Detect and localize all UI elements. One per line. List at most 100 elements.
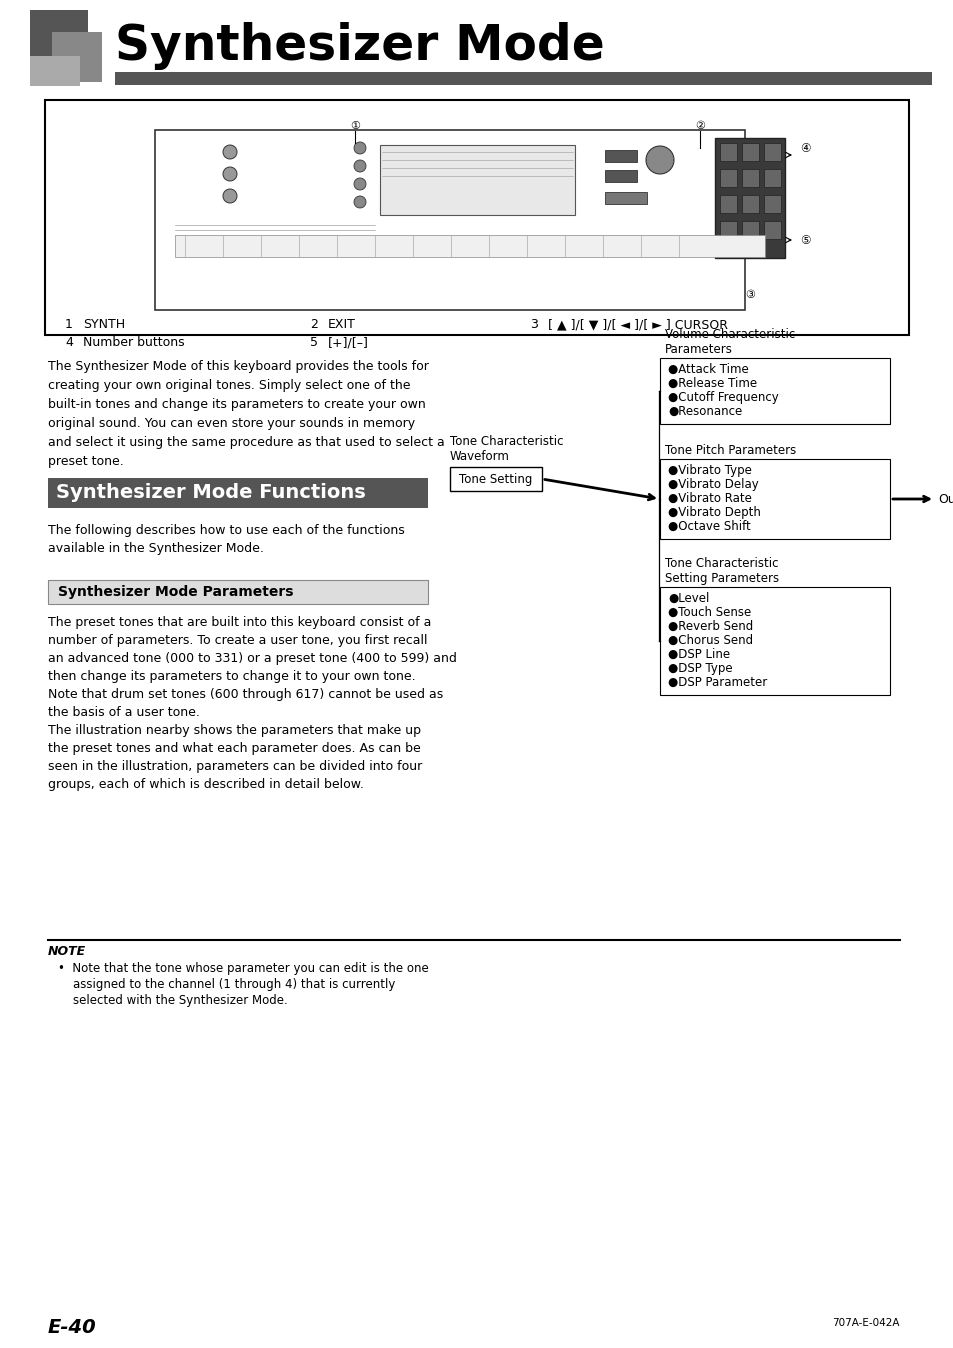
- Text: seen in the illustration, parameters can be divided into four: seen in the illustration, parameters can…: [48, 760, 422, 772]
- Text: Synthesizer Mode: Synthesizer Mode: [115, 22, 604, 70]
- Text: an advanced tone (000 to 331) or a preset tone (400 to 599) and: an advanced tone (000 to 331) or a prese…: [48, 652, 456, 665]
- Bar: [154, 129, 744, 310]
- Text: 5: 5: [310, 336, 317, 349]
- Text: ●Reverb Send: ●Reverb Send: [667, 620, 753, 634]
- Text: The Synthesizer Mode of this keyboard provides the tools for: The Synthesizer Mode of this keyboard pr…: [48, 360, 429, 373]
- Text: ④: ④: [800, 142, 810, 155]
- Text: 3: 3: [530, 318, 537, 332]
- Bar: [741, 168, 759, 187]
- Text: ②: ②: [695, 121, 704, 131]
- Text: ●Resonance: ●Resonance: [667, 404, 741, 418]
- Bar: [720, 168, 737, 187]
- Text: SYNTH: SYNTH: [83, 318, 125, 332]
- Bar: [30, 9, 88, 67]
- Text: ●Vibrato Delay: ●Vibrato Delay: [667, 479, 758, 491]
- Text: selected with the Synthesizer Mode.: selected with the Synthesizer Mode.: [58, 993, 288, 1007]
- Text: ●Level: ●Level: [667, 592, 709, 605]
- Text: ●Octave Shift: ●Octave Shift: [667, 520, 750, 532]
- Text: ●Cutoff Frequency: ●Cutoff Frequency: [667, 391, 778, 404]
- Circle shape: [354, 142, 366, 154]
- Bar: [763, 221, 781, 239]
- Text: 707A-E-042A: 707A-E-042A: [832, 1318, 899, 1328]
- Text: ●Vibrato Rate: ●Vibrato Rate: [667, 492, 751, 506]
- Text: ●Vibrato Type: ●Vibrato Type: [667, 464, 751, 477]
- Text: the basis of a user tone.: the basis of a user tone.: [48, 706, 200, 718]
- Text: [ ▲ ]/[ ▼ ]/[ ◄ ]/[ ► ] CURSOR: [ ▲ ]/[ ▼ ]/[ ◄ ]/[ ► ] CURSOR: [547, 318, 727, 332]
- Text: Synthesizer Mode Parameters: Synthesizer Mode Parameters: [58, 585, 294, 599]
- Bar: [720, 221, 737, 239]
- Text: ①: ①: [350, 121, 359, 131]
- Bar: [720, 195, 737, 213]
- Text: and select it using the same procedure as that used to select a: and select it using the same procedure a…: [48, 435, 444, 449]
- Text: Tone Setting: Tone Setting: [458, 473, 532, 485]
- Bar: [763, 143, 781, 160]
- Text: NOTE: NOTE: [48, 945, 86, 958]
- Circle shape: [354, 195, 366, 208]
- Text: ●Release Time: ●Release Time: [667, 377, 757, 390]
- Bar: [379, 146, 575, 214]
- Text: Number buttons: Number buttons: [83, 336, 185, 349]
- Text: Tone Pitch Parameters: Tone Pitch Parameters: [664, 443, 796, 457]
- Bar: [115, 71, 931, 85]
- Text: Synthesizer Mode Functions: Synthesizer Mode Functions: [56, 484, 365, 503]
- Circle shape: [354, 160, 366, 173]
- Bar: [88, 9, 102, 32]
- Text: ●Chorus Send: ●Chorus Send: [667, 634, 752, 647]
- Text: The preset tones that are built into this keyboard consist of a: The preset tones that are built into thi…: [48, 616, 431, 630]
- Text: ③: ③: [744, 290, 754, 301]
- Bar: [48, 479, 428, 508]
- Bar: [30, 57, 80, 86]
- Text: built-in tones and change its parameters to create your own: built-in tones and change its parameters…: [48, 398, 425, 411]
- Bar: [659, 359, 889, 425]
- Bar: [45, 100, 908, 336]
- Circle shape: [645, 146, 673, 174]
- Text: ●Attack Time: ●Attack Time: [667, 363, 748, 376]
- Text: ⑤: ⑤: [800, 233, 810, 247]
- Text: Tone Characteristic
Setting Parameters: Tone Characteristic Setting Parameters: [664, 557, 779, 585]
- Text: Note that drum set tones (600 through 617) cannot be used as: Note that drum set tones (600 through 61…: [48, 687, 443, 701]
- Text: ●DSP Type: ●DSP Type: [667, 662, 732, 675]
- Bar: [52, 32, 102, 82]
- Bar: [763, 195, 781, 213]
- Bar: [604, 170, 637, 182]
- Text: assigned to the channel (1 through 4) that is currently: assigned to the channel (1 through 4) th…: [58, 979, 395, 991]
- Bar: [741, 221, 759, 239]
- Text: E-40: E-40: [48, 1318, 96, 1337]
- Circle shape: [354, 178, 366, 190]
- Circle shape: [223, 189, 236, 204]
- Bar: [741, 195, 759, 213]
- Bar: [659, 460, 889, 539]
- Text: 2: 2: [310, 318, 317, 332]
- Text: The following describes how to use each of the functions: The following describes how to use each …: [48, 524, 404, 537]
- Text: then change its parameters to change it to your own tone.: then change its parameters to change it …: [48, 670, 416, 683]
- Text: •  Note that the tone whose parameter you can edit is the one: • Note that the tone whose parameter you…: [58, 962, 428, 975]
- Text: ●DSP Parameter: ●DSP Parameter: [667, 675, 766, 689]
- Bar: [720, 143, 737, 160]
- Text: EXIT: EXIT: [328, 318, 355, 332]
- Text: available in the Synthesizer Mode.: available in the Synthesizer Mode.: [48, 542, 264, 555]
- Bar: [659, 586, 889, 696]
- Text: The illustration nearby shows the parameters that make up: The illustration nearby shows the parame…: [48, 724, 420, 737]
- Text: groups, each of which is described in detail below.: groups, each of which is described in de…: [48, 778, 363, 791]
- Text: ●Touch Sense: ●Touch Sense: [667, 607, 750, 619]
- Bar: [48, 580, 428, 604]
- Bar: [714, 137, 784, 257]
- Text: 4: 4: [65, 336, 72, 349]
- Text: creating your own original tones. Simply select one of the: creating your own original tones. Simply…: [48, 379, 410, 392]
- Text: ●DSP Line: ●DSP Line: [667, 648, 729, 661]
- Text: number of parameters. To create a user tone, you first recall: number of parameters. To create a user t…: [48, 634, 427, 647]
- Text: preset tone.: preset tone.: [48, 456, 124, 468]
- Circle shape: [223, 146, 236, 159]
- Text: [+]/[–]: [+]/[–]: [328, 336, 369, 349]
- Text: Tone Characteristic
Waveform: Tone Characteristic Waveform: [450, 435, 563, 462]
- Text: ●Vibrato Depth: ●Vibrato Depth: [667, 506, 760, 519]
- Bar: [763, 168, 781, 187]
- Text: original sound. You can even store your sounds in memory: original sound. You can even store your …: [48, 417, 415, 430]
- Bar: [604, 191, 646, 204]
- Text: Output: Output: [937, 492, 953, 506]
- Text: the preset tones and what each parameter does. As can be: the preset tones and what each parameter…: [48, 741, 420, 755]
- Text: 1: 1: [65, 318, 72, 332]
- Circle shape: [223, 167, 236, 181]
- Bar: [174, 235, 764, 257]
- Bar: [450, 466, 541, 491]
